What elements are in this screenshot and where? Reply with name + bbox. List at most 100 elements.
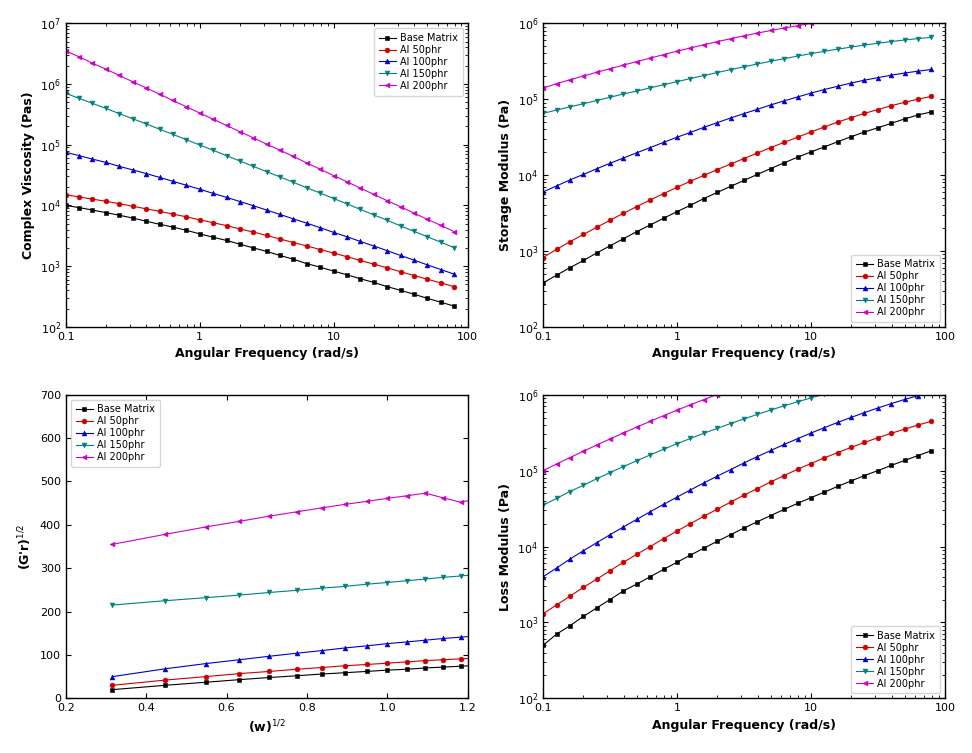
Base Matrix [154,220,165,229]
Al 50phr [846,113,857,122]
Al 150phr [60,89,72,98]
Al 150phr [872,376,884,386]
Al 200phr [672,47,683,56]
Al 100phr [792,93,804,102]
X-axis label: Angular Frequency (rad/s): Angular Frequency (rad/s) [652,347,836,361]
Al 150phr [738,414,749,423]
Al 150phr [591,96,603,105]
Al 150phr [448,243,460,252]
Al 150phr [434,238,446,247]
Al 100phr [846,78,857,87]
Al 50phr [538,253,549,262]
Base Matrix [725,182,737,191]
Base Matrix [422,294,434,303]
Al 150phr [899,35,911,44]
Al 200phr [913,334,924,343]
Al 200phr [792,363,804,372]
Al 150phr [368,210,380,219]
Al 150phr [631,87,642,96]
Al 50phr [471,654,483,663]
Base Matrix [100,208,112,217]
Base Matrix [805,148,816,157]
Al 100phr [408,255,420,264]
Line: Base Matrix: Base Matrix [540,109,934,285]
Base Matrix [779,505,790,514]
Base Matrix [577,256,589,265]
Al 100phr [913,66,924,75]
Al 50phr [301,242,313,251]
Al 150phr [401,576,413,585]
Al 100phr [617,154,629,163]
Al 50phr [437,655,449,664]
Al 150phr [925,366,937,375]
Al 200phr [221,121,232,130]
Al 100phr [818,423,830,432]
Base Matrix [288,255,299,264]
Al 50phr [74,193,86,202]
Al 200phr [368,190,380,199]
Al 100phr [872,404,884,413]
Al 50phr [858,109,870,118]
Al 100phr [339,644,351,653]
Y-axis label: Complex Viscosity (Pas): Complex Viscosity (Pas) [21,91,35,259]
Line: Al 100phr: Al 100phr [110,633,480,679]
Base Matrix [408,290,420,299]
Base Matrix [925,108,937,117]
Al 150phr [564,102,575,111]
Al 150phr [100,104,112,113]
Al 150phr [74,94,86,103]
Al 100phr [341,232,353,241]
Base Matrix [899,456,911,465]
Base Matrix [381,282,393,291]
Base Matrix [858,127,870,136]
Base Matrix [538,279,549,288]
Al 150phr [765,406,777,415]
Al 150phr [301,183,313,192]
Al 150phr [885,37,897,46]
Al 100phr [751,105,763,114]
Base Matrix [765,511,777,520]
Al 100phr [684,486,696,495]
Al 150phr [644,450,656,459]
Al 100phr [885,71,897,80]
Al 150phr [288,178,299,187]
Al 150phr [913,34,924,43]
Al 100phr [605,530,616,539]
Base Matrix [420,663,432,672]
Al 50phr [805,127,816,136]
Al 50phr [455,654,467,663]
Al 150phr [355,205,366,214]
Al 100phr [127,166,139,175]
Al 200phr [805,359,816,368]
Al 50phr [765,143,777,152]
Base Matrix [314,263,326,272]
Y-axis label: Storage Modulus (Pa): Storage Modulus (Pa) [499,99,512,252]
Al 150phr [832,386,844,395]
Base Matrix [551,630,563,639]
Al 200phr [551,459,563,468]
Base Matrix [913,451,924,460]
Al 50phr [751,484,763,493]
Al 150phr [658,81,670,90]
Al 50phr [434,279,446,288]
Al 200phr [779,367,790,376]
Base Matrix [401,665,413,674]
Al 100phr [564,555,575,564]
Base Matrix [885,461,897,470]
Al 100phr [314,223,326,232]
Al 100phr [448,270,460,279]
Al 50phr [381,659,393,668]
Base Matrix [140,217,152,226]
Base Matrix [631,227,642,236]
Al 100phr [100,158,112,167]
Line: Al 100phr: Al 100phr [63,150,457,276]
Al 50phr [605,566,616,575]
Al 100phr [577,170,589,179]
Al 200phr [684,44,696,53]
Al 150phr [455,572,467,581]
Line: Al 150phr: Al 150phr [63,91,457,250]
Al 100phr [805,89,816,98]
Base Matrix [434,297,446,306]
Al 100phr [858,408,870,417]
Al 200phr [107,540,119,549]
